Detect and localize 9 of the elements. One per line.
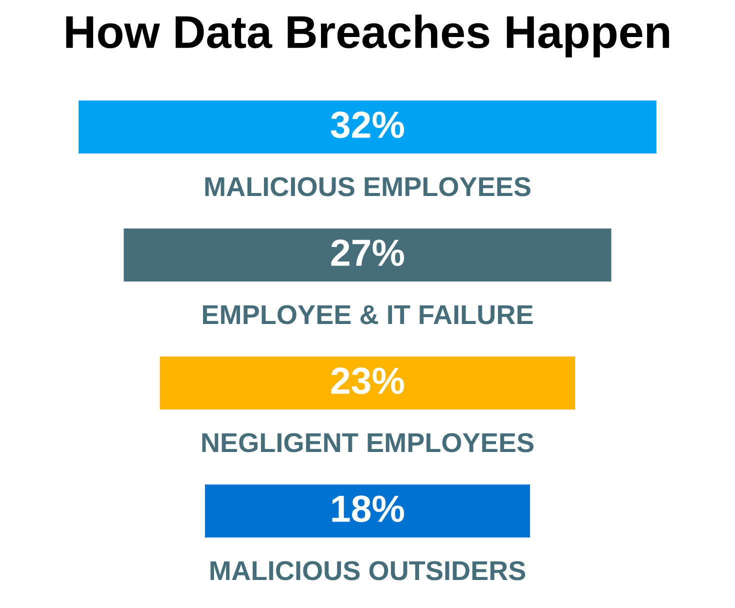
category-label: EMPLOYEE & IT FAILURE bbox=[203, 305, 533, 324]
data-label: 23% bbox=[331, 368, 404, 394]
data-label: 18% bbox=[332, 496, 404, 522]
data-label: 27% bbox=[331, 240, 404, 266]
category-label: MALICIOUS EMPLOYEES bbox=[205, 177, 530, 196]
data-label: 32% bbox=[330, 112, 404, 138]
text: How Data Breaches Happen bbox=[66, 14, 670, 58]
category-label: MALICIOUS OUTSIDERS bbox=[210, 561, 526, 580]
category-label: NEGLIGENT EMPLOYEES bbox=[202, 433, 534, 452]
